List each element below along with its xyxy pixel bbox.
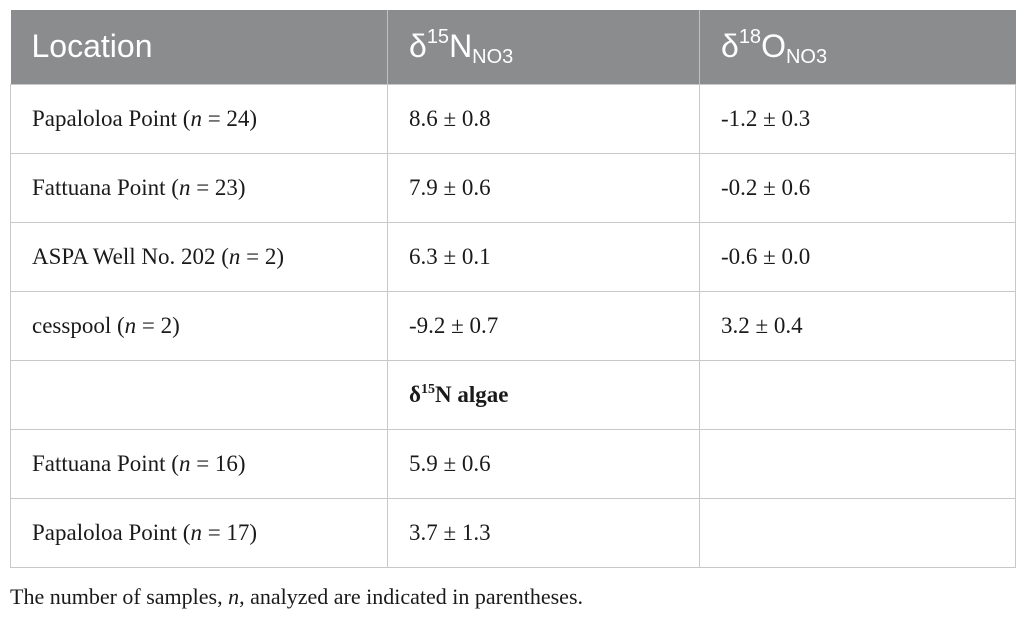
table-row: Fattuana Point (n = 16) 5.9 ± 0.6	[10, 428, 1016, 498]
d15n-cell: 8.6 ± 0.8	[387, 83, 700, 153]
empty-cell	[699, 497, 1016, 568]
d15n-cell: 6.3 ± 0.1	[387, 221, 700, 291]
isotope-table: Location δ15NNO3 δ18ONO3 Papaloloa Point…	[10, 10, 1016, 568]
table-header-row: Location δ15NNO3 δ18ONO3	[10, 10, 1016, 84]
algae-subheader-row: δ15N algae	[10, 359, 1016, 429]
d18o-cell: -0.6 ± 0.0	[699, 221, 1016, 291]
d15n-cell: -9.2 ± 0.7	[387, 290, 700, 360]
location-cell: Fattuana Point (n = 16)	[10, 428, 388, 498]
d18o-cell: -1.2 ± 0.3	[699, 83, 1016, 153]
location-cell: ASPA Well No. 202 (n = 2)	[10, 221, 388, 291]
empty-cell	[699, 428, 1016, 498]
d15n-algae-cell: 5.9 ± 0.6	[387, 428, 700, 498]
header-d18o-no3: δ18ONO3	[699, 10, 1016, 84]
table-row: ASPA Well No. 202 (n = 2) 6.3 ± 0.1 -0.6…	[10, 221, 1016, 291]
empty-cell	[10, 359, 388, 429]
table-row: Papaloloa Point (n = 24) 8.6 ± 0.8 -1.2 …	[10, 83, 1016, 153]
header-d15n-no3: δ15NNO3	[387, 10, 700, 84]
d15n-algae-cell: 3.7 ± 1.3	[387, 497, 700, 568]
location-cell: Papaloloa Point (n = 17)	[10, 497, 388, 568]
d18o-cell: 3.2 ± 0.4	[699, 290, 1016, 360]
table-row: cesspool (n = 2) -9.2 ± 0.7 3.2 ± 0.4	[10, 290, 1016, 360]
table-footnote: The number of samples, n, analyzed are i…	[10, 584, 583, 609]
location-cell: Fattuana Point (n = 23)	[10, 152, 388, 222]
header-location: Location	[10, 10, 388, 84]
table-row: Fattuana Point (n = 23) 7.9 ± 0.6 -0.2 ±…	[10, 152, 1016, 222]
location-cell: Papaloloa Point (n = 24)	[10, 83, 388, 153]
location-cell: cesspool (n = 2)	[10, 290, 388, 360]
isotope-table-container: Location δ15NNO3 δ18ONO3 Papaloloa Point…	[10, 10, 1016, 568]
table-row: Papaloloa Point (n = 17) 3.7 ± 1.3	[10, 497, 1016, 568]
d15n-cell: 7.9 ± 0.6	[387, 152, 700, 222]
d18o-cell: -0.2 ± 0.6	[699, 152, 1016, 222]
subheader-d15n-algae: δ15N algae	[387, 359, 700, 429]
empty-cell	[699, 359, 1016, 429]
